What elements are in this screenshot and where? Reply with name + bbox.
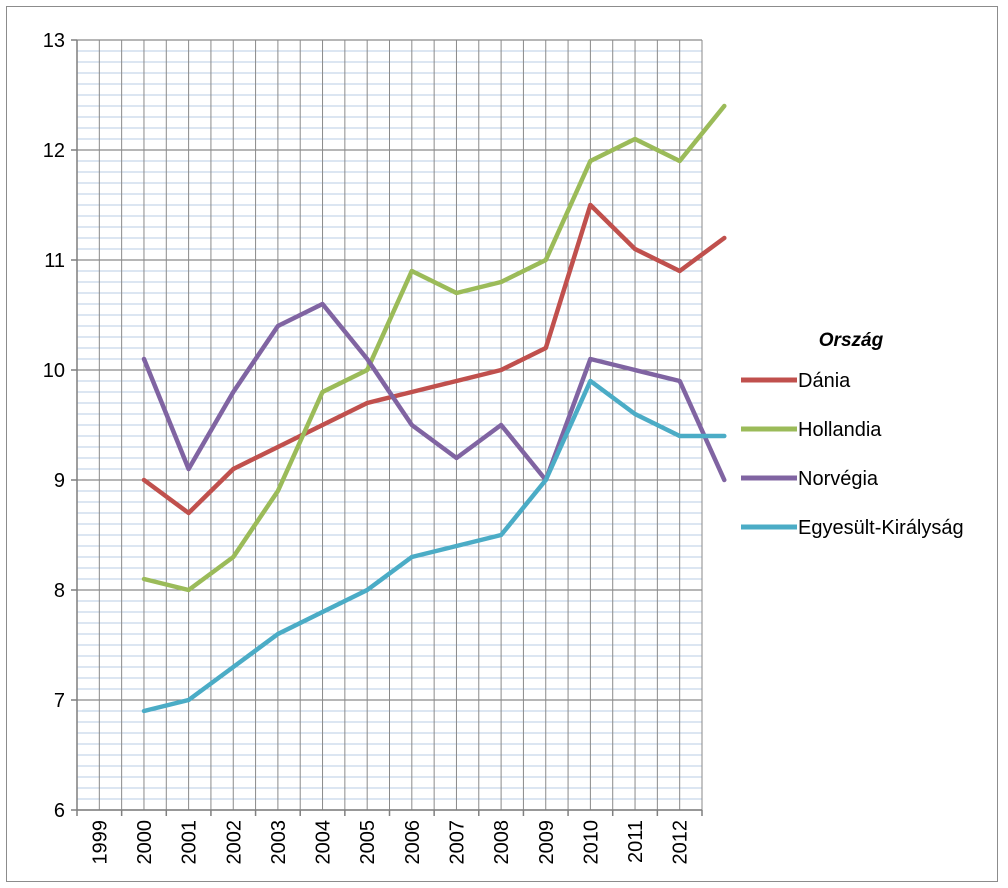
x-tick-label: 2004	[313, 820, 335, 865]
axes	[71, 39, 703, 816]
x-tick-label: 2000	[134, 820, 156, 865]
legend-label: Hollandia	[798, 419, 882, 441]
series-line-Dánia	[141, 202, 727, 516]
x-tick-label: 2005	[357, 820, 379, 865]
x-tick-label: 2010	[580, 820, 602, 865]
gridlines	[76, 39, 703, 811]
series-line-Egyesült-Királyság	[141, 378, 727, 714]
chart-frame: 6 7 8 9 10 11 12 13 1999 2000 2001 2002 2003 2004 2005…	[6, 6, 998, 882]
x-tick-label: 2003	[268, 820, 290, 865]
x-tick-label: 2006	[402, 820, 424, 865]
x-tick-label: 2002	[223, 820, 245, 865]
legend: Ország Dánia Hollandia Norvégia Egyesült-Ki…	[741, 330, 964, 539]
y-tick-label: 9	[54, 470, 65, 492]
series-lines	[141, 103, 727, 714]
y-tick-label: 10	[43, 360, 65, 382]
legend-label: Egyesült-Királyság	[798, 517, 964, 539]
y-tick-label: 6	[54, 800, 65, 822]
y-tick-label: 13	[43, 30, 65, 52]
y-tick-label: 7	[54, 690, 65, 712]
x-tick-label: 2007	[446, 820, 468, 865]
x-tick-label: 2012	[670, 820, 692, 865]
legend-label: Norvégia	[798, 468, 879, 490]
x-tick-label: 2011	[625, 820, 647, 863]
legend-title: Ország	[819, 330, 884, 351]
legend-label: Dánia	[798, 370, 851, 392]
y-tick-label: 12	[43, 140, 65, 162]
x-tick-label: 2009	[536, 820, 558, 865]
x-tick-label: 2001	[179, 820, 201, 865]
line-chart: 6 7 8 9 10 11 12 13 1999 2000 2001 2002 2003 2004 2005…	[43, 30, 964, 865]
x-tick-label: 1999	[89, 820, 111, 865]
series-line-Norvégia	[141, 301, 727, 483]
series-line-Hollandia	[141, 103, 727, 593]
tick-labels: 6 7 8 9 10 11 12 13 1999 2000 2001 2002 2003 2004 2005…	[43, 30, 692, 865]
x-tick-label: 2008	[491, 820, 513, 865]
y-tick-label: 8	[54, 580, 65, 602]
y-tick-label: 11	[44, 250, 65, 272]
